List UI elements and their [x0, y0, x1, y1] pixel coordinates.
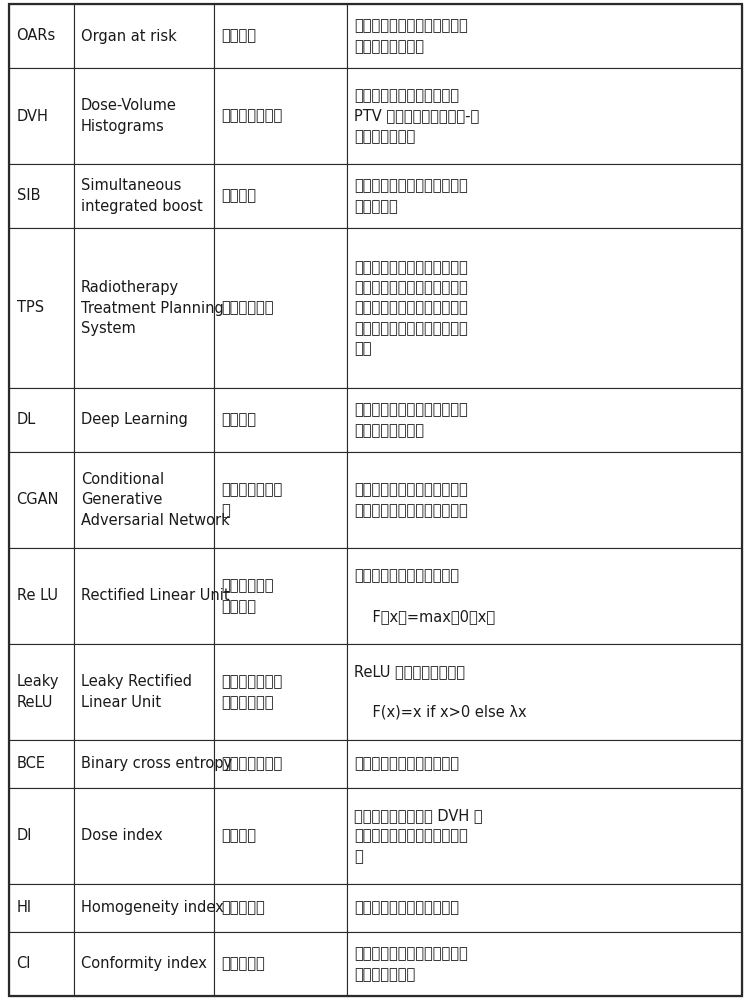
Text: 深度学习: 深度学习	[222, 412, 257, 427]
Text: Dose-Volume
Histograms: Dose-Volume Histograms	[81, 98, 177, 134]
Bar	[214, 548, 347, 644]
Bar	[214, 68, 347, 164]
Text: SIB: SIB	[17, 188, 40, 204]
Text: 剂量体积直方图: 剂量体积直方图	[222, 109, 283, 124]
Text: Deep Learning: Deep Learning	[81, 412, 188, 427]
Bar	[214, 788, 347, 884]
Bar	[74, 228, 214, 388]
Bar	[74, 932, 214, 996]
Bar	[9, 228, 74, 388]
Bar	[214, 452, 347, 548]
Text: 调强放疗中进行多级分割剂量
的照射方法: 调强放疗中进行多级分割剂量 的照射方法	[354, 178, 468, 214]
Text: Re LU: Re LU	[17, 588, 58, 603]
Text: 神经网络常用激活函数之一

    F（x）=max（0，x）: 神经网络常用激活函数之一 F（x）=max（0，x）	[354, 568, 496, 624]
Bar	[347, 68, 742, 164]
Text: OARs: OARs	[17, 28, 56, 43]
Bar	[214, 164, 347, 228]
Text: BCE: BCE	[17, 756, 46, 771]
Bar	[74, 740, 214, 788]
Text: 放疗计划系统: 放疗计划系统	[222, 300, 274, 316]
Bar	[9, 740, 74, 788]
Text: ReLU 激活函数的变种：

    F(x)=x if x>0 else λx: ReLU 激活函数的变种： F(x)=x if x>0 else λx	[354, 664, 527, 720]
Bar	[347, 644, 742, 740]
Bar	[74, 388, 214, 452]
Bar	[74, 68, 214, 164]
Text: 一类由生成网络和判别网络构
成的监督式深度学习网络结构: 一类由生成网络和判别网络构 成的监督式深度学习网络结构	[354, 482, 468, 518]
Bar	[347, 452, 742, 548]
Bar	[347, 740, 742, 788]
Bar	[74, 548, 214, 644]
Bar	[214, 388, 347, 452]
Bar	[74, 4, 214, 68]
Bar	[9, 644, 74, 740]
Text: Radiotherapy
Treatment Planning
System: Radiotherapy Treatment Planning System	[81, 280, 224, 336]
Text: Rectified Linear Unit: Rectified Linear Unit	[81, 588, 230, 603]
Bar	[214, 932, 347, 996]
Bar	[347, 548, 742, 644]
Bar	[9, 4, 74, 68]
Text: Organ at risk: Organ at risk	[81, 28, 176, 43]
Bar	[347, 884, 742, 932]
Text: DL: DL	[17, 412, 36, 427]
Bar	[9, 548, 74, 644]
Text: TPS: TPS	[17, 300, 44, 316]
Text: 条件生成对抗网
络: 条件生成对抗网 络	[222, 482, 283, 518]
Bar	[347, 788, 742, 884]
Bar	[9, 452, 74, 548]
Bar	[74, 164, 214, 228]
Bar	[9, 164, 74, 228]
Text: Conditional
Generative
Adversarial Network: Conditional Generative Adversarial Netwo…	[81, 472, 230, 528]
Text: 二值交叉熵函数: 二值交叉熵函数	[222, 756, 283, 771]
Bar	[9, 932, 74, 996]
Text: 机器学习的重要分支，一类模
式分析方法的统称: 机器学习的重要分支，一类模 式分析方法的统称	[354, 402, 468, 438]
Bar	[74, 452, 214, 548]
Text: Binary cross entropy: Binary cross entropy	[81, 756, 232, 771]
Text: 分类网络常用目标函数之一: 分类网络常用目标函数之一	[354, 756, 460, 771]
Bar	[214, 740, 347, 788]
Text: 线性整流函数
（单元）: 线性整流函数 （单元）	[222, 578, 274, 614]
Bar	[347, 932, 742, 996]
Bar	[214, 4, 347, 68]
Bar	[347, 164, 742, 228]
Text: 同步推量: 同步推量	[222, 188, 257, 204]
Text: DI: DI	[17, 828, 32, 843]
Text: 集病例管理、影像数据处理、
轮廓勾画、射野布局、计划优
化、剂量计算和计划评估等功
能为一体的放射治疗计划制定
系统: 集病例管理、影像数据处理、 轮廓勾画、射野布局、计划优 化、剂量计算和计划评估等…	[354, 260, 468, 356]
Text: Homogeneity index: Homogeneity index	[81, 900, 224, 915]
Bar	[214, 228, 347, 388]
Bar	[9, 788, 74, 884]
Bar	[9, 884, 74, 932]
Text: 与靶区和危机器官的 DVH 曲
线中特定指标评价点坐标相对
应: 与靶区和危机器官的 DVH 曲 线中特定指标评价点坐标相对 应	[354, 808, 483, 864]
Bar	[9, 68, 74, 164]
Text: DVH: DVH	[17, 109, 48, 124]
Text: 危机器官: 危机器官	[222, 28, 257, 43]
Text: 均匀性指数: 均匀性指数	[222, 900, 265, 915]
Bar	[214, 884, 347, 932]
Bar	[74, 644, 214, 740]
Bar	[347, 4, 742, 68]
Text: CGAN: CGAN	[17, 492, 59, 508]
Text: HI: HI	[17, 900, 32, 915]
Text: Dose index: Dose index	[81, 828, 163, 843]
Bar	[347, 228, 742, 388]
Text: Leaky
ReLU: Leaky ReLU	[17, 674, 59, 710]
Bar	[347, 388, 742, 452]
Text: 带泄露线性整流
函数（单元）: 带泄露线性整流 函数（单元）	[222, 674, 283, 710]
Text: 适形度指数: 适形度指数	[222, 956, 265, 971]
Text: Conformity index: Conformity index	[81, 956, 207, 971]
Text: 剂量指数: 剂量指数	[222, 828, 257, 843]
Text: 放射治疗中存在接受剂量风险
的正常组织或器官: 放射治疗中存在接受剂量风险 的正常组织或器官	[354, 18, 468, 54]
Text: Leaky Rectified
Linear Unit: Leaky Rectified Linear Unit	[81, 674, 192, 710]
Text: 用于评价处方剂量体积和靶区
区域的适形程度: 用于评价处方剂量体积和靶区 区域的适形程度	[354, 946, 468, 982]
Text: 放疗计划评估的重要参考，
PTV 和各危机器官的剂量-体
积百分比直方图: 放疗计划评估的重要参考， PTV 和各危机器官的剂量-体 积百分比直方图	[354, 88, 480, 144]
Bar	[9, 388, 74, 452]
Bar	[74, 788, 214, 884]
Text: 用于评价剂量分布的均匀性: 用于评价剂量分布的均匀性	[354, 900, 460, 915]
Bar	[74, 884, 214, 932]
Bar	[214, 644, 347, 740]
Text: Simultaneous
integrated boost: Simultaneous integrated boost	[81, 178, 203, 214]
Text: CI: CI	[17, 956, 31, 971]
